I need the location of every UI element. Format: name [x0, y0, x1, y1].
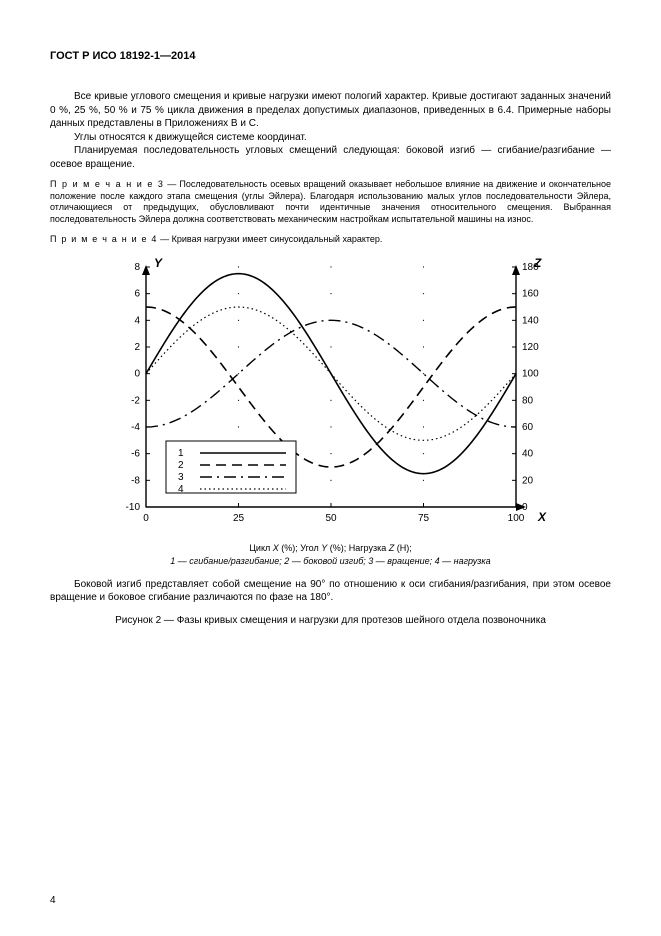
svg-text:6: 6	[134, 289, 140, 300]
svg-text:60: 60	[522, 422, 534, 433]
phase-chart: -10-8-6-4-202468020406080100120140160180…	[96, 253, 566, 533]
svg-text:20: 20	[522, 476, 534, 487]
paragraph-1-text: Все кривые углового смещения и кривые на…	[50, 91, 611, 129]
svg-text:8: 8	[134, 262, 140, 273]
svg-text:Y: Y	[154, 256, 163, 270]
note-3-label: П р и м е ч а н и е 3	[50, 179, 164, 189]
paragraph-2: Углы относятся к движущейся системе коор…	[50, 131, 611, 145]
svg-text:-2: -2	[131, 396, 140, 407]
svg-text:X: X	[537, 510, 547, 524]
svg-text:160: 160	[522, 289, 539, 300]
caption-1a: Цикл	[249, 543, 272, 553]
note-3: П р и м е ч а н и е 3 — Последовательнос…	[50, 179, 611, 226]
svg-text:-10: -10	[125, 502, 140, 513]
page-number: 4	[50, 895, 56, 906]
svg-text:Z: Z	[533, 256, 542, 270]
figure-caption: Рисунок 2 — Фазы кривых смещения и нагру…	[50, 615, 611, 626]
svg-text:-8: -8	[131, 476, 140, 487]
svg-text:2: 2	[134, 342, 140, 353]
svg-text:2: 2	[178, 460, 184, 471]
chart-caption: Цикл X (%); Угол Y (%); Нагрузка Z (Н); …	[50, 542, 611, 567]
svg-text:3: 3	[178, 472, 184, 483]
svg-text:100: 100	[507, 513, 524, 524]
note-4-label: П р и м е ч а н и е 4	[50, 234, 158, 244]
svg-text:0: 0	[134, 369, 140, 380]
caption-1g: (Н);	[394, 543, 412, 553]
svg-text:120: 120	[522, 342, 539, 353]
svg-text:100: 100	[522, 369, 539, 380]
paragraph-3-text: Планируемая последовательность угловых с…	[50, 145, 611, 170]
note-4: П р и м е ч а н и е 4 — Кривая нагрузки …	[50, 234, 611, 246]
paragraph-4: Боковой изгиб представляет собой смещени…	[50, 578, 611, 605]
svg-text:4: 4	[134, 316, 140, 327]
svg-text:0: 0	[522, 502, 528, 513]
svg-text:-4: -4	[131, 422, 140, 433]
caption-1c: (%); Угол	[279, 543, 321, 553]
svg-text:50: 50	[325, 513, 337, 524]
svg-text:25: 25	[232, 513, 244, 524]
chart-container: -10-8-6-4-202468020406080100120140160180…	[96, 253, 566, 538]
svg-text:75: 75	[417, 513, 429, 524]
svg-text:4: 4	[178, 484, 184, 495]
document-header: ГОСТ Р ИСО 18192-1—2014	[50, 50, 611, 62]
svg-text:-6: -6	[131, 449, 140, 460]
svg-text:1: 1	[178, 448, 184, 459]
svg-text:0: 0	[143, 513, 149, 524]
document-page: ГОСТ Р ИСО 18192-1—2014 Все кривые углов…	[0, 0, 661, 936]
paragraph-2-text: Углы относятся к движущейся системе коор…	[74, 132, 307, 143]
paragraph-3: Планируемая последовательность угловых с…	[50, 144, 611, 171]
svg-text:80: 80	[522, 396, 534, 407]
svg-text:140: 140	[522, 316, 539, 327]
note-4-body: — Кривая нагрузки имеет синусоидальный х…	[158, 234, 383, 244]
caption-1e: (%); Нагрузка	[327, 543, 388, 553]
svg-text:40: 40	[522, 449, 534, 460]
paragraph-4-text: Боковой изгиб представляет собой смещени…	[50, 579, 611, 604]
caption-line2: 1 — сгибание/разгибание; 2 — боковой изг…	[170, 556, 490, 566]
paragraph-1: Все кривые углового смещения и кривые на…	[50, 90, 611, 131]
